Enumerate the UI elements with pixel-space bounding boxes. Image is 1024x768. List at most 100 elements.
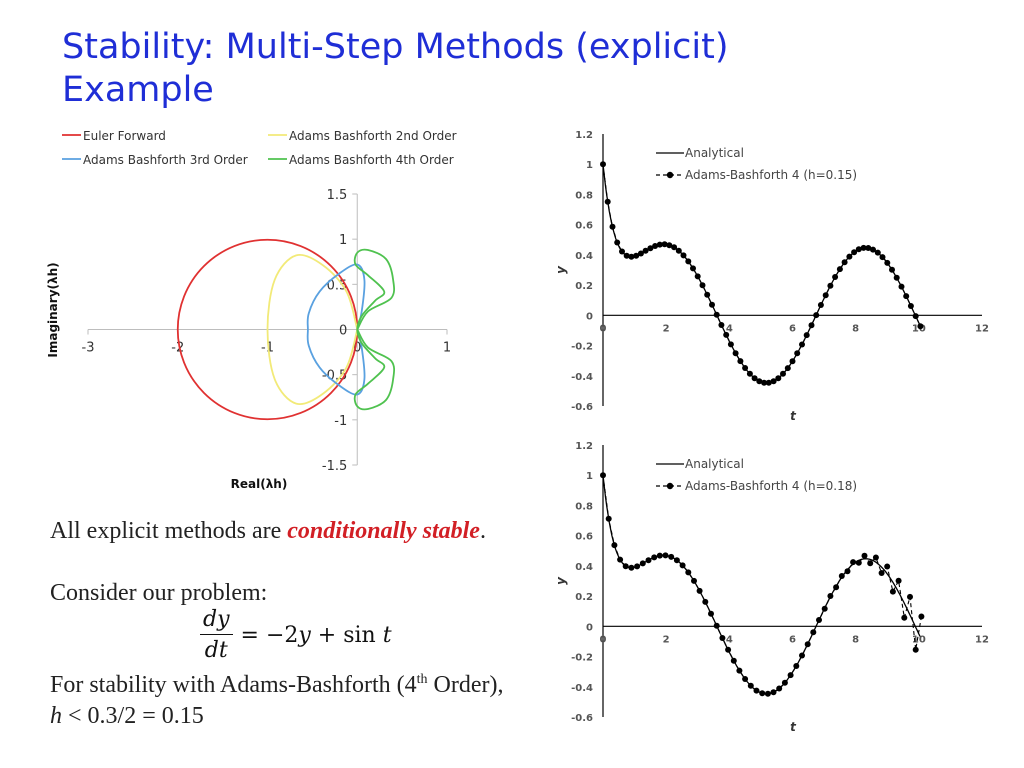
- ab4-point: [600, 472, 606, 479]
- legend-label-ab2: Adams Bashforth 2nd Order: [289, 129, 457, 143]
- ab4-point: [691, 577, 697, 584]
- step-size-limit-text: h < 0.3/2 = 0.15: [50, 703, 204, 730]
- ab4-point: [865, 245, 872, 251]
- ab4-point: [833, 584, 840, 591]
- ab4-point: [685, 258, 692, 265]
- x-tick-label: 6: [789, 634, 796, 645]
- ab4-point: [702, 598, 709, 605]
- analytical-curve: [602, 164, 921, 384]
- ab4-point: [742, 365, 749, 371]
- legend-label-analytical: Analytical: [685, 146, 744, 160]
- legend-label-ab3: Adams Bashforth 3rd Order: [83, 153, 248, 167]
- ab4-point: [656, 241, 663, 248]
- ab4-point: [889, 266, 895, 273]
- y-tick-label: -0.2: [571, 342, 593, 353]
- ab4-point: [901, 614, 908, 621]
- x-tick-label: 1: [443, 341, 451, 356]
- x-tick-label: 10: [912, 323, 926, 334]
- y-tick-label: 0.4: [575, 251, 593, 262]
- solution-chart-h015-legend: Analytical Adams-Bashforth 4 (h=0.15): [656, 146, 857, 182]
- ab4-point: [679, 562, 686, 569]
- y-tick-label: 1: [586, 160, 593, 171]
- ode-equation: dy dt = −2y + sin t: [200, 607, 392, 663]
- x-tick-label: 0: [353, 341, 361, 356]
- ab4-curve: [602, 164, 921, 384]
- y-tick-label: 0: [586, 311, 593, 322]
- ab4-point: [770, 689, 777, 696]
- ab4-point: [662, 552, 669, 559]
- ab4-point: [898, 283, 905, 290]
- stability-legend: Euler Forward Adams Bashforth 2nd Order …: [62, 129, 457, 167]
- ab4-point: [623, 252, 630, 259]
- legend-label-euler-forward: Euler Forward: [83, 129, 166, 143]
- ab4-point: [730, 657, 737, 664]
- ab4-point: [912, 646, 919, 653]
- x-tick-label: 4: [726, 634, 733, 645]
- solution-chart-h015-x-label: t: [790, 409, 797, 423]
- ab4-point: [637, 250, 644, 257]
- solution-chart-h015-plot: [600, 161, 924, 386]
- ab4-point: [822, 292, 829, 299]
- ab4-point: [647, 245, 654, 252]
- solution-chart-h015-axes: 1.2 1 0.8 0.6 0.4 0.2 0 -0.2 -0.4 -0.6 0 2 4 6 8 10 12: [571, 130, 989, 413]
- ab4-point: [817, 302, 824, 308]
- ab4-point: [764, 690, 771, 697]
- ab4-point: [609, 223, 616, 230]
- ab4-point: [718, 322, 725, 328]
- ab4-curve: [602, 475, 922, 695]
- ab4-point: [895, 577, 902, 584]
- legend-label-ab4: Adams-Bashforth 4 (h=0.18): [685, 479, 857, 493]
- stability-y-axis-label: Imaginary(λh): [46, 262, 60, 357]
- ab4-point: [723, 331, 730, 338]
- slide-title: Stability: Multi-Step Methods (explicit)…: [62, 26, 822, 112]
- ab4-point: [685, 569, 692, 576]
- solution-chart-h018-legend: Analytical Adams-Bashforth 4 (h=0.18): [656, 457, 857, 493]
- ab4-point: [605, 515, 612, 522]
- fraction-numerator: dy: [200, 607, 233, 635]
- ab4-point: [753, 687, 760, 694]
- x-tick-label: 10: [912, 634, 926, 645]
- y-tick-label: 0.6: [575, 221, 593, 232]
- ab4-point: [761, 379, 768, 386]
- ab4-point: [719, 635, 726, 641]
- ab4-point: [827, 282, 834, 289]
- ab4-point: [855, 559, 862, 566]
- x-tick-label: -2: [171, 341, 184, 356]
- ab4-point: [614, 239, 621, 246]
- conditionally-stable-emphasis: conditionally stable: [287, 518, 480, 544]
- ab4-point: [742, 676, 749, 682]
- y-tick-label: -1.5: [322, 459, 347, 474]
- ab4-point: [759, 690, 766, 697]
- ab4-point: [746, 370, 753, 377]
- derivative-fraction: dy dt: [200, 607, 233, 663]
- ab4-point: [732, 350, 739, 357]
- y-tick-label: -0.4: [571, 683, 593, 694]
- step-size-h: h: [50, 703, 62, 729]
- ab4-point: [780, 370, 786, 377]
- ab4-point: [821, 605, 828, 612]
- stability-x-axis-label: Real(λh): [231, 477, 288, 491]
- ab4-point: [633, 252, 640, 259]
- ab4-point: [793, 663, 800, 669]
- ab4-point: [813, 312, 820, 319]
- x-tick-label: 0: [600, 323, 607, 334]
- ab4-point: [694, 273, 701, 280]
- ab4-point: [661, 241, 668, 248]
- step-size-limit-rest: < 0.3/2 = 0.15: [62, 703, 204, 729]
- y-tick-label: 0.2: [575, 592, 593, 603]
- legend-marker-ab4: [666, 171, 674, 179]
- x-tick-label: 12: [975, 634, 989, 645]
- ab4-point: [903, 293, 910, 300]
- ab4-point: [867, 560, 874, 567]
- stability-curves: [176, 238, 396, 421]
- y-tick-label: -0.2: [571, 653, 593, 664]
- ab4-point: [751, 375, 758, 382]
- y-tick-label: 0.8: [575, 190, 593, 201]
- y-tick-label: -0.6: [571, 402, 593, 413]
- ab4-point: [893, 274, 900, 281]
- slide-title-line1: Stability: Multi-Step Methods (explicit): [62, 27, 729, 67]
- ab4-point: [918, 613, 925, 620]
- x-tick-label: 0: [600, 634, 607, 645]
- y-tick-label: 0.6: [575, 532, 593, 543]
- ab4-point: [634, 563, 641, 570]
